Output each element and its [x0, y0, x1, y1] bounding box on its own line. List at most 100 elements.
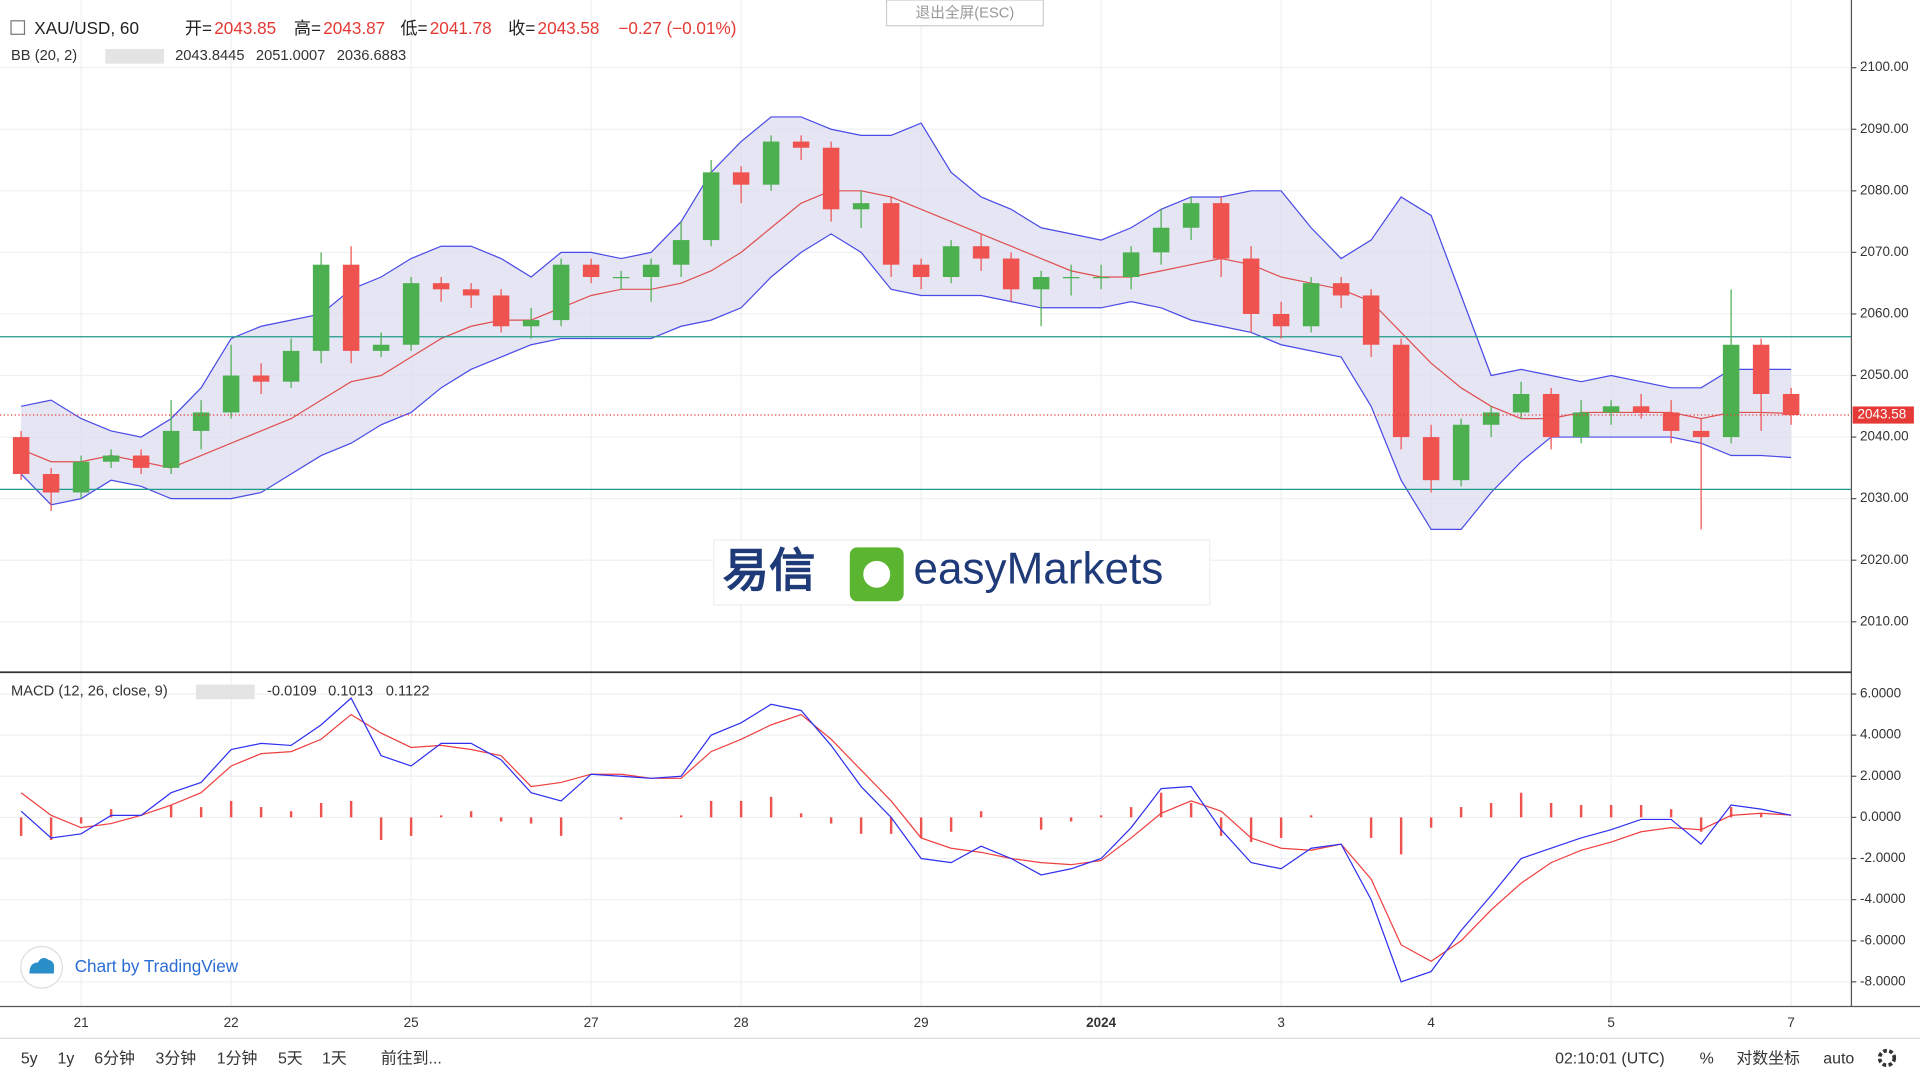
candle-body [912, 264, 930, 278]
candle-body [1482, 412, 1500, 425]
x-tick-label: 27 [584, 1015, 599, 1030]
candle-body [1122, 252, 1140, 278]
bb-lower: 2036.6883 [337, 48, 406, 64]
candle-body [1272, 313, 1290, 327]
credit[interactable]: Chart by TradingView [75, 956, 239, 976]
candle-body [192, 412, 210, 431]
candle-body [432, 283, 450, 290]
tradingview-cloud [29, 958, 55, 974]
y-tick-label: -2.0000 [1860, 850, 1906, 865]
band-fill [21, 116, 1792, 530]
candle-body [612, 277, 630, 279]
candle-body [942, 246, 960, 278]
candle-body [1002, 258, 1020, 290]
collapse-icon[interactable] [10, 20, 26, 35]
candle-body [132, 455, 150, 468]
candle-body [1782, 393, 1800, 416]
y-tick-label: 2030.00 [1860, 490, 1909, 505]
candle-body [1392, 344, 1410, 438]
plot [0, 116, 1852, 983]
y-tick-label: 2040.00 [1860, 429, 1909, 444]
range-button[interactable]: 5y [21, 1050, 38, 1067]
candle-body [1182, 203, 1200, 228]
x-tick-label: 25 [404, 1015, 419, 1030]
x-tick-label: 29 [914, 1015, 929, 1030]
open-label: 开= [185, 18, 212, 38]
y-tick-label: 6.0000 [1860, 686, 1901, 701]
candle-body [1722, 344, 1740, 438]
x-tick-label: 4 [1427, 1015, 1435, 1030]
watermark-box [713, 539, 1211, 606]
candle-body [1662, 412, 1680, 431]
log-toggle[interactable]: 对数坐标 [1736, 1049, 1800, 1067]
close-value: 2043.58 [538, 18, 600, 38]
y-tick-label: 2.0000 [1860, 768, 1901, 783]
candle-body [1152, 227, 1170, 253]
settings-icon[interactable] [1877, 1048, 1897, 1068]
y-tick-label: -6.0000 [1860, 932, 1906, 947]
candle-body [1092, 277, 1110, 279]
candle-body [252, 375, 270, 382]
candle-body [1362, 295, 1380, 345]
indicator-controls[interactable] [105, 48, 165, 64]
grid [0, 0, 1852, 1007]
candle-body [162, 430, 180, 468]
candle-body [792, 141, 810, 148]
bb-middle [20, 190, 1792, 469]
candle-body [1452, 424, 1470, 481]
watermark-cn: 易信 [722, 545, 815, 597]
percent-toggle[interactable]: % [1700, 1050, 1714, 1067]
candle-body [822, 147, 840, 210]
candle-body [522, 320, 540, 327]
candle-body [762, 141, 780, 185]
range-button[interactable]: 1分钟 [217, 1049, 258, 1067]
bb-name: BB (20, 2) [11, 48, 77, 64]
y-tick-label: 2060.00 [1860, 306, 1909, 321]
candle-body [1572, 412, 1590, 438]
macd-name: MACD (12, 26, close, 9) [11, 684, 168, 700]
exit-fullscreen-button[interactable] [885, 0, 1044, 27]
candle-body [1032, 277, 1050, 290]
range-button[interactable]: 6分钟 [94, 1049, 135, 1067]
high-label: 高= [294, 18, 321, 38]
candle-body [72, 461, 90, 493]
candle-body [642, 264, 660, 278]
candle-body [372, 344, 390, 351]
symbol: XAU/USD, 60 [34, 18, 139, 38]
y-tick-label: -4.0000 [1860, 891, 1906, 906]
candle-body [492, 295, 510, 327]
toolbar: 5y 1y 6分钟 3分钟 1分钟 5天 1天 [21, 1049, 347, 1067]
y-tick-label: 0.0000 [1860, 809, 1901, 824]
candle-body [1512, 393, 1530, 413]
y-tick-label: -8.0000 [1860, 973, 1906, 988]
y-tick-label: 2100.00 [1860, 59, 1909, 74]
indicator-controls[interactable] [195, 684, 255, 700]
low-label: 低= [400, 18, 427, 38]
candle-body [1422, 437, 1440, 481]
candle-body [1212, 203, 1230, 259]
auto-toggle[interactable]: auto [1823, 1050, 1854, 1067]
exit-fullscreen[interactable]: 退出全屏(ESC) [916, 3, 1015, 21]
last-price-box [1852, 406, 1914, 424]
range-button[interactable]: 1y [58, 1050, 75, 1067]
candle-body [1062, 277, 1080, 279]
range-button[interactable]: 5天 [278, 1050, 303, 1067]
y-tick-label: 2070.00 [1860, 244, 1909, 259]
candle-body [582, 264, 600, 278]
macd-hist: -0.0109 [267, 684, 317, 700]
x-tick-label: 3 [1277, 1015, 1284, 1030]
candle-body [222, 375, 240, 413]
y-tick-label: 2010.00 [1860, 613, 1909, 628]
range-button[interactable]: 3分钟 [156, 1049, 197, 1067]
candle-body [1242, 258, 1260, 314]
bb-middle: 2043.8445 [175, 48, 244, 64]
range-button[interactable]: 1天 [322, 1050, 347, 1067]
high-value: 2043.87 [323, 18, 385, 38]
candle-body [312, 264, 330, 351]
goto-date[interactable]: 前往到... [381, 1049, 442, 1067]
x-tick-label: 28 [734, 1015, 749, 1030]
x-tick-label: 7 [1787, 1015, 1794, 1030]
candle-body [672, 240, 690, 265]
